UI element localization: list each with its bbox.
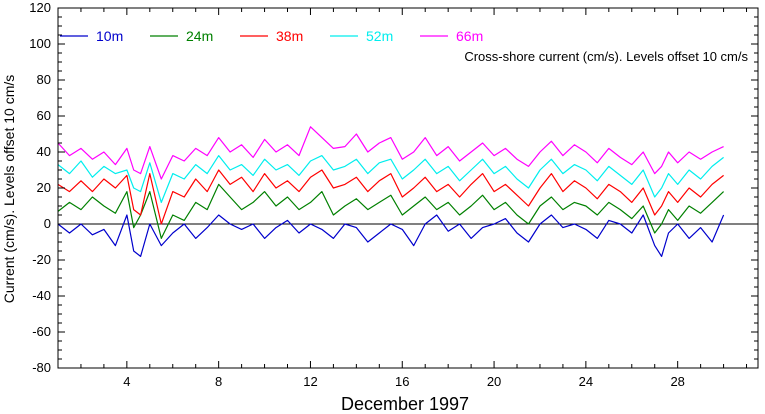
y-tick-label: 20 xyxy=(37,180,51,195)
legend-label-10m: 10m xyxy=(96,28,123,44)
series-group xyxy=(57,126,725,257)
series-line-66m xyxy=(57,126,724,180)
x-axis-title: December 1997 xyxy=(341,394,469,414)
y-tick-label: 100 xyxy=(29,36,51,51)
y-tick-label: -20 xyxy=(32,252,51,267)
series-line-10m xyxy=(57,214,725,257)
series-line-38m xyxy=(57,169,724,225)
y-tick-label: -60 xyxy=(32,324,51,339)
y-tick-label: 80 xyxy=(37,72,51,87)
y-tick-label: 60 xyxy=(37,108,51,123)
x-tick-label: 12 xyxy=(303,374,317,389)
y-tick-label: 0 xyxy=(44,216,51,231)
legend-label-24m: 24m xyxy=(186,28,213,44)
legend-label-52m: 52m xyxy=(366,28,393,44)
x-tick-label: 24 xyxy=(579,374,593,389)
x-tick-label: 20 xyxy=(487,374,501,389)
x-tick-label: 28 xyxy=(670,374,684,389)
y-tick-label: 40 xyxy=(37,144,51,159)
series-line-24m xyxy=(57,183,725,239)
chart-annotation: Cross-shore current (cm/s). Levels offse… xyxy=(464,49,748,64)
legend-label-38m: 38m xyxy=(276,28,303,44)
y-axis-title: Current (cm/s). Levels offset 10 cm/s xyxy=(1,75,17,303)
x-tick-label: 16 xyxy=(395,374,409,389)
series-line-52m xyxy=(57,155,724,203)
x-tick-label: 4 xyxy=(123,374,130,389)
y-tick-label: 120 xyxy=(29,0,51,15)
y-tick-label: -80 xyxy=(32,360,51,375)
legend-label-66m: 66m xyxy=(456,28,483,44)
axis-ticks: -80 -60 -40 -20 0 20 40 60 80 100 120 4 8 12 16 20 24 28 xyxy=(29,0,758,389)
y-tick-label: -40 xyxy=(32,288,51,303)
x-tick-label: 8 xyxy=(215,374,222,389)
legend: 10m 24m 38m 52m 66m xyxy=(60,28,483,44)
